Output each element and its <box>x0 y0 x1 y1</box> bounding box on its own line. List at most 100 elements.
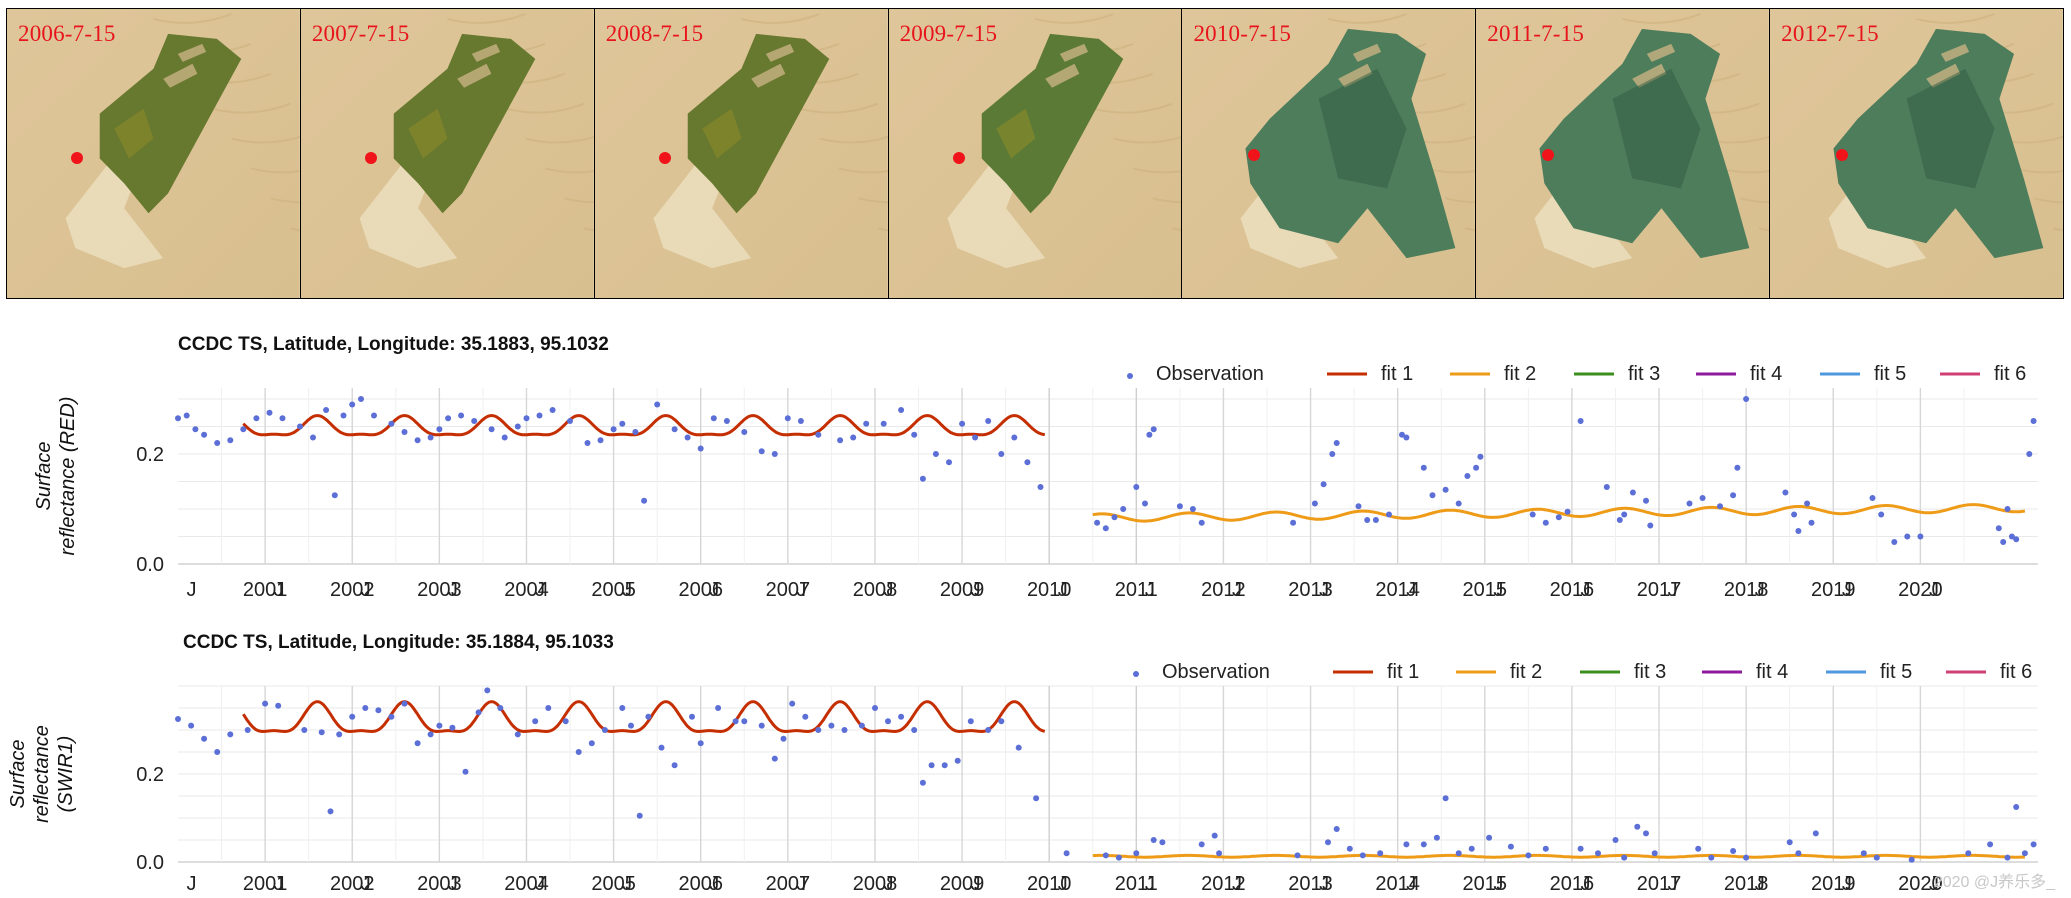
observation-point <box>1150 837 1157 843</box>
observation-point <box>2021 850 2028 857</box>
y-axis-label-line: Surface <box>33 442 55 511</box>
dune-ridge <box>2013 167 2064 174</box>
x-tick-label: 2009 <box>940 579 985 601</box>
y-axis-label-line: Surface <box>7 740 29 809</box>
deep-water <box>1319 68 1407 189</box>
chart-swir1-reflectance: CCDC TS, Latitude, Longitude: 35.1884, 9… <box>7 632 2038 895</box>
dune-ridge <box>1132 167 1182 174</box>
observation-point <box>349 713 356 720</box>
vegetation-patch <box>702 108 742 159</box>
observation-point <box>710 415 717 422</box>
observation-point <box>362 705 369 711</box>
x-tick-label: 2003 <box>417 873 462 895</box>
chart-title: CCDC TS, Latitude, Longitude: 35.1884, 9… <box>183 632 614 653</box>
satellite-tile: 2007-7-15 <box>299 8 595 299</box>
x-tick-label: 2018 <box>1724 873 1769 895</box>
observation-point <box>2004 854 2011 861</box>
x-tick-label: 2012 <box>1201 873 1246 895</box>
observation-point <box>375 707 382 714</box>
observation-point <box>641 497 648 504</box>
observation-point <box>449 724 456 731</box>
tile-date-label: 2012-7-15 <box>1781 21 1879 46</box>
satellite-tile: 2011-7-15 <box>1475 8 1771 299</box>
lake-island <box>457 63 492 88</box>
y-axis-label-line: (SWIR1) <box>55 736 77 813</box>
x-tick-label: 2016 <box>1550 579 1595 601</box>
observation-point <box>427 434 434 441</box>
satellite-image <box>1770 9 2064 298</box>
observation-point <box>401 429 408 435</box>
observation-point <box>349 401 356 408</box>
x-tick-label: 2017 <box>1637 579 1682 601</box>
observation-point <box>1786 839 1793 846</box>
observation-point <box>201 431 208 438</box>
observation-point <box>1812 830 1819 837</box>
observation-point <box>898 407 905 413</box>
x-tick-label: 2002 <box>330 579 375 601</box>
observation-point <box>536 412 543 419</box>
observation-point <box>967 718 974 725</box>
x-tick-label-half: J <box>796 579 806 601</box>
observation-point <box>567 418 573 424</box>
observation-point <box>401 700 408 707</box>
lake-island <box>1044 63 1079 88</box>
legend-label: fit 2 <box>1510 661 1542 683</box>
observation-point <box>1651 850 1658 857</box>
dune-ridge <box>1622 13 1702 24</box>
chart-red-reflectance: CCDC TS, Latitude, Longitude: 35.1883, 9… <box>33 334 2038 601</box>
observation-point <box>1037 484 1044 490</box>
fit-1-curve <box>242 414 1046 437</box>
x-tick-label-half: J <box>884 579 894 601</box>
x-tick-label-half: J <box>884 873 894 895</box>
x-tick-label: 2005 <box>591 873 636 895</box>
observation-point <box>1024 459 1031 466</box>
observation-point <box>545 705 552 711</box>
observation-point <box>214 749 221 755</box>
legend-label: fit 6 <box>2000 661 2032 683</box>
observation-point <box>1873 854 1880 861</box>
x-tick-label: 2010 <box>1027 579 1072 601</box>
observation-point <box>1486 834 1493 841</box>
observation-point <box>771 451 778 457</box>
y-axis-label: Surface reflectance (SWIR1) <box>7 725 77 823</box>
observation-point <box>601 727 608 733</box>
observation-point <box>1133 850 1140 857</box>
dune-ridge <box>564 197 594 204</box>
observation-point <box>227 437 234 444</box>
observation-point <box>2013 804 2020 810</box>
dune-ridge <box>525 135 594 144</box>
observation-point <box>1115 854 1122 861</box>
observation-point <box>1869 495 1876 501</box>
x-tick-label-half: J <box>971 873 981 895</box>
x-tick-label-half: J <box>1058 579 1068 601</box>
dune-ridge <box>2053 227 2064 232</box>
x-tick-label-half: J <box>361 579 371 601</box>
observation-point <box>1015 744 1022 751</box>
satellite-tile: 2009-7-15 <box>887 8 1183 299</box>
observation-point <box>636 812 643 819</box>
dune-ridge <box>838 167 888 174</box>
observation-point <box>323 407 330 413</box>
x-tick-label: 2008 <box>853 579 898 601</box>
observation-point <box>784 415 791 422</box>
observation-point <box>471 418 478 424</box>
observation-point <box>1860 850 1867 857</box>
observation-point <box>872 705 878 711</box>
observation-point <box>1629 489 1636 496</box>
observation-point <box>1198 841 1205 848</box>
x-tick-label-half: J <box>1145 579 1155 601</box>
x-tick-label-half: J <box>1755 873 1765 895</box>
observation-point <box>1647 522 1654 529</box>
lake-surface <box>981 33 1123 214</box>
observation-point <box>1033 795 1040 802</box>
observation-point <box>1146 431 1153 438</box>
x-tick-label: 2013 <box>1288 873 1333 895</box>
observation-point <box>1525 852 1532 859</box>
x-tick-label-half: J <box>187 579 197 601</box>
x-tick-label-half: J <box>535 873 545 895</box>
vegetation-patch <box>995 108 1036 159</box>
x-tick-label: 2018 <box>1724 579 1769 601</box>
observation-point <box>1320 481 1327 488</box>
observation-point <box>1429 492 1436 499</box>
observation-point <box>1686 500 1693 507</box>
